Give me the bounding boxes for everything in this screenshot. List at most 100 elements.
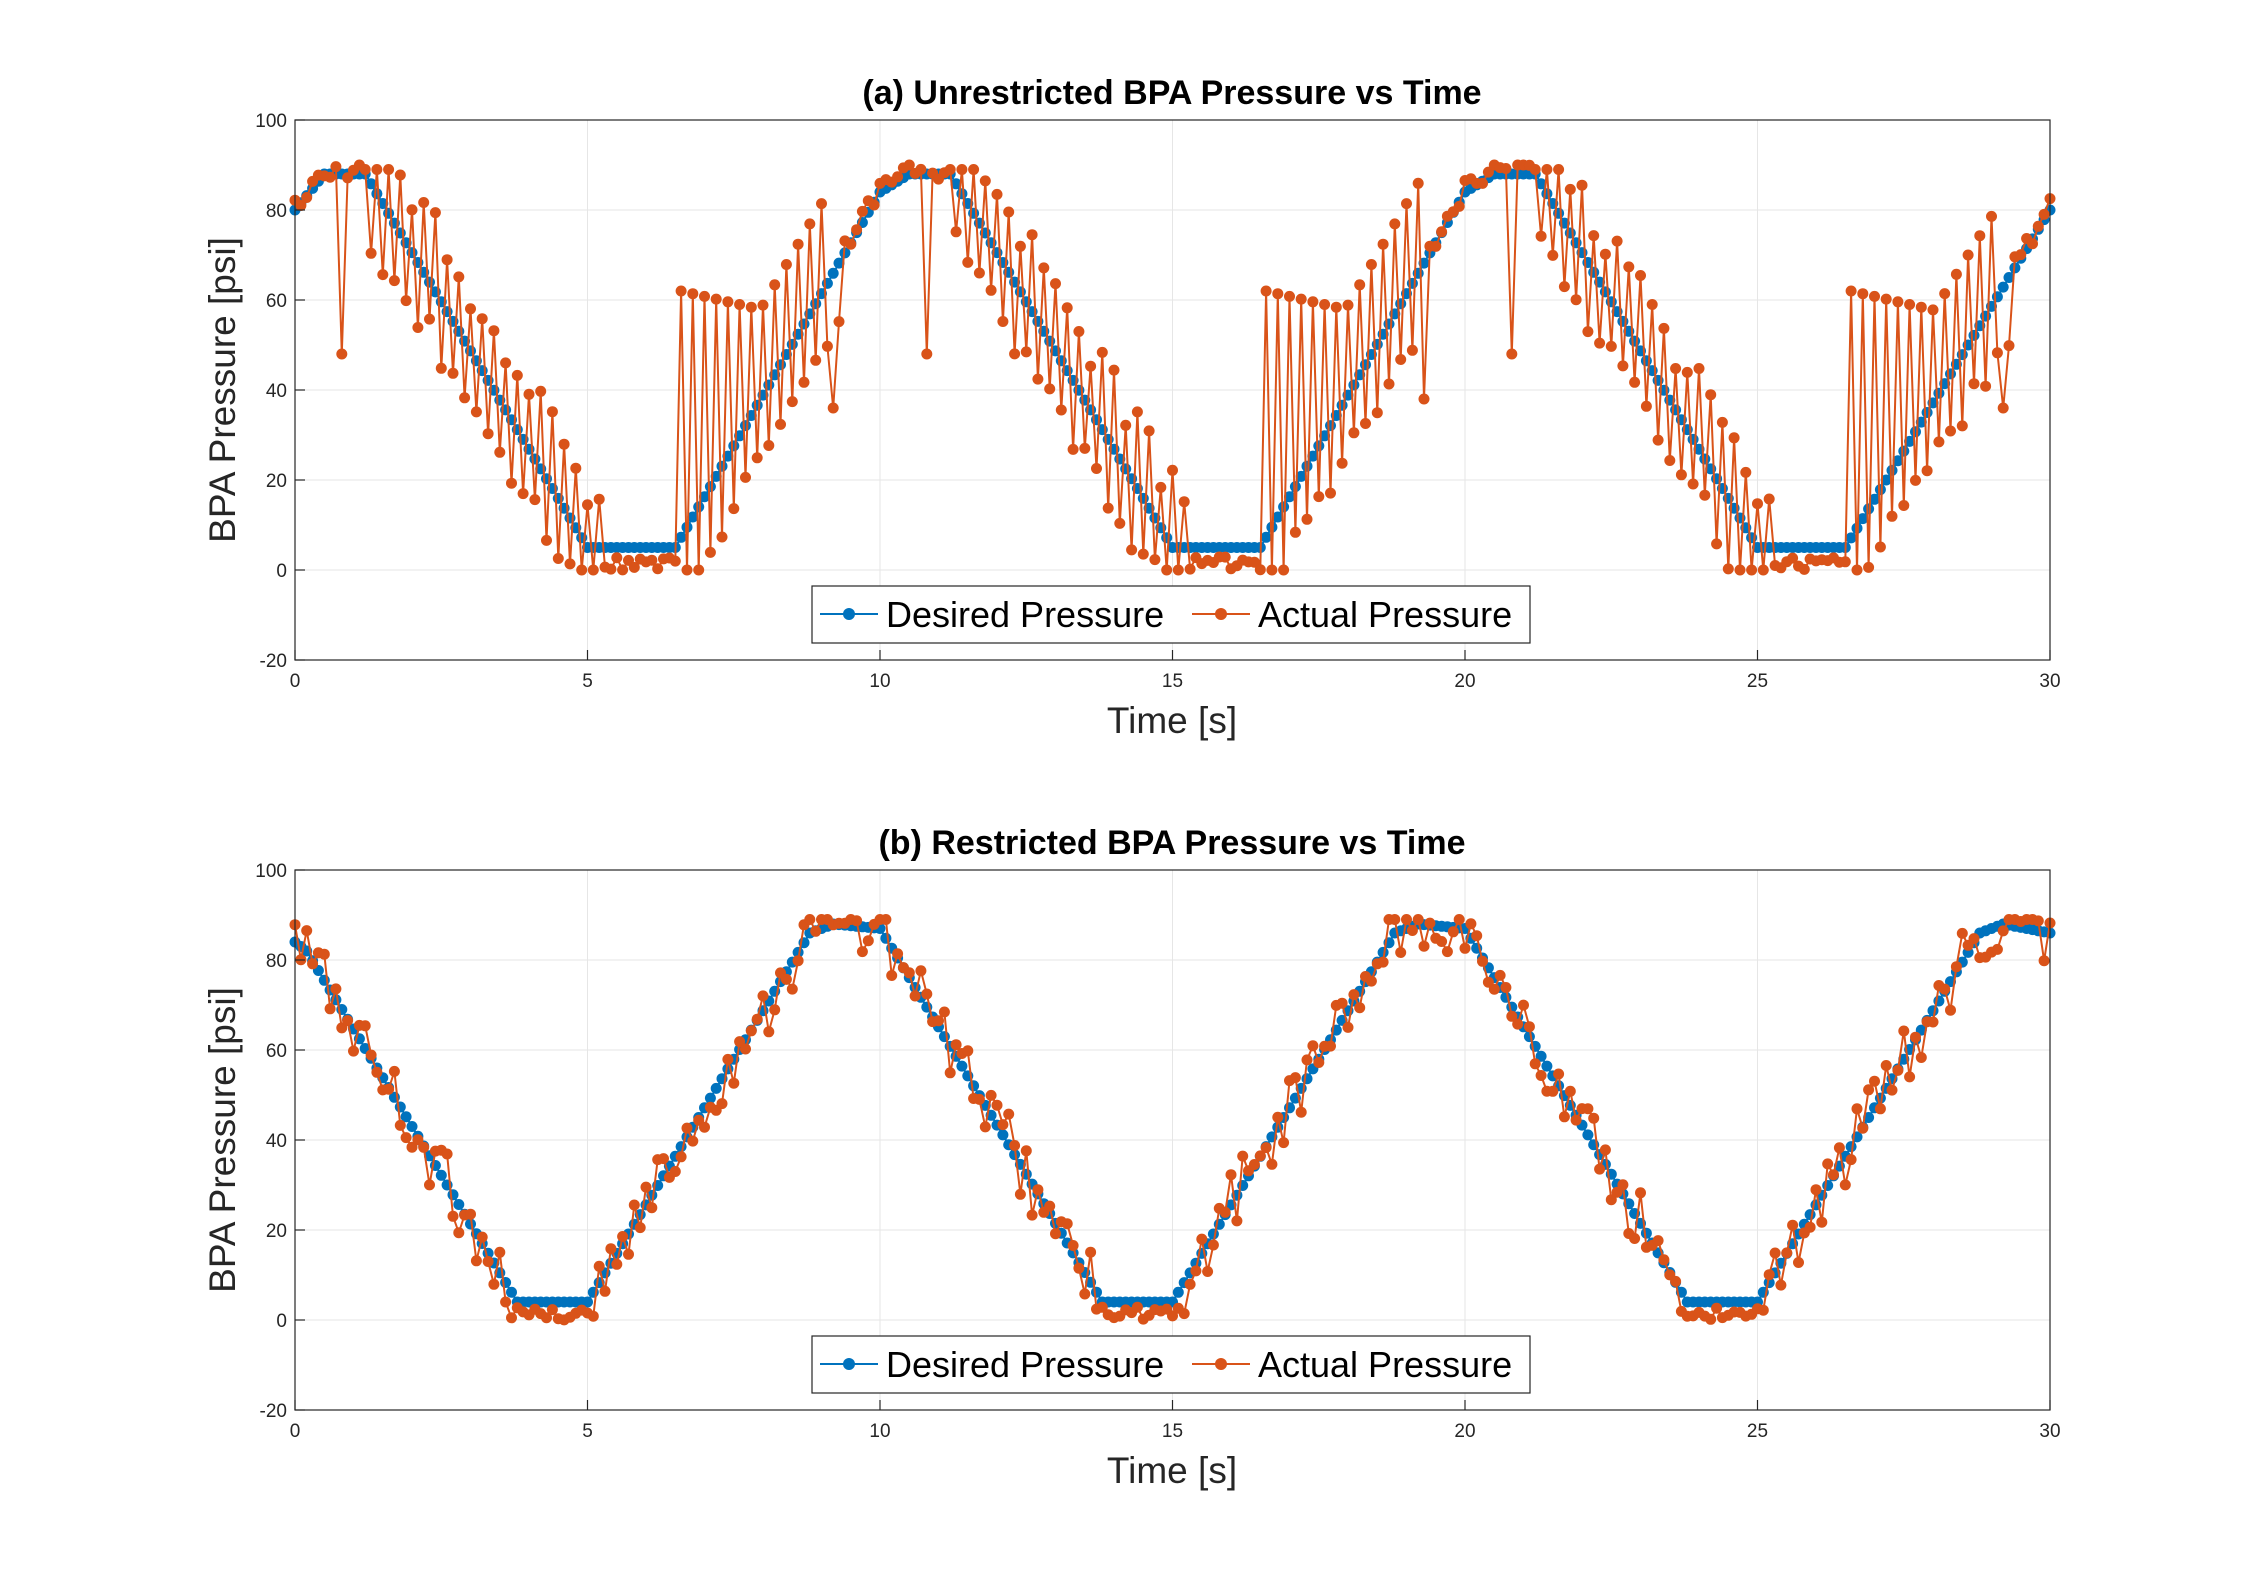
series-actual-pressure-point (1167, 1310, 1178, 1322)
series-desired-pressure-point (1307, 450, 1319, 462)
series-actual-pressure-point (973, 1093, 985, 1105)
series-actual-pressure-point (500, 1296, 512, 1308)
series-actual-pressure-point (1178, 496, 1190, 508)
series-actual-pressure-point (465, 303, 476, 315)
series-actual-pressure-point (494, 1246, 506, 1258)
series-desired-pressure-point (1629, 335, 1641, 347)
x-tick-label: 20 (1454, 1421, 1475, 1442)
series-actual-pressure-point (944, 1067, 956, 1079)
series-actual-pressure-point (1711, 1302, 1723, 1314)
series-actual-pressure-point (1155, 481, 1167, 493)
series-desired-pressure-point (1377, 946, 1389, 958)
x-tick-label: 10 (869, 671, 890, 692)
series-actual-pressure-point (658, 1153, 669, 1165)
series-actual-pressure-point (1336, 997, 1348, 1009)
series-actual-pressure-point (757, 990, 769, 1002)
y-tick-label: 80 (266, 951, 287, 972)
series-actual-pressure-point (1898, 1025, 1910, 1037)
legend-marker-actual (1215, 1358, 1227, 1370)
series-desired-pressure-point (1260, 531, 1272, 543)
series-actual-pressure-point (1617, 360, 1629, 372)
series-actual-pressure-point (324, 171, 336, 183)
series-actual-pressure-point (388, 275, 400, 287)
series-actual-pressure-point (1295, 293, 1307, 305)
series-desired-pressure-point (950, 178, 962, 190)
series-actual-pressure-point (687, 288, 699, 300)
series-actual-pressure-point (1939, 288, 1951, 300)
series-actual-pressure-point (552, 553, 564, 564)
legend-box (811, 1335, 1531, 1394)
x-tick-label: 5 (582, 1421, 593, 1442)
series-actual-pressure-point (1933, 436, 1945, 448)
series-actual-pressure-point (1272, 1111, 1284, 1123)
series-desired-pressure-point (1687, 433, 1699, 445)
series-actual-pressure-point (1512, 1018, 1524, 1030)
series-actual-pressure-point (1272, 288, 1284, 300)
series-actual-pressure-point (1529, 1058, 1541, 1070)
series-actual-pressure-point (1477, 955, 1488, 967)
series-actual-pressure-point (1728, 432, 1740, 444)
series-actual-pressure-point (1793, 1257, 1804, 1268)
series-actual-pressure-point (1763, 493, 1775, 505)
series-desired-pressure-point (1869, 493, 1880, 505)
series-actual-pressure-point (301, 925, 313, 937)
series-actual-pressure-point (1418, 940, 1430, 952)
series-desired-pressure-point (1319, 430, 1331, 442)
series-actual-pressure-point (412, 322, 424, 333)
series-actual-pressure-point (628, 1199, 640, 1211)
series-actual-pressure-point (1734, 564, 1746, 576)
series-actual-pressure-point (1412, 914, 1424, 925)
series-actual-pressure-point (1594, 1163, 1606, 1175)
series-actual-pressure-point (728, 1077, 740, 1089)
series-actual-pressure-point (506, 1312, 517, 1324)
series-actual-pressure-point (394, 1119, 406, 1131)
series-actual-pressure-point (1705, 1313, 1717, 1325)
series-actual-pressure-point (1406, 344, 1418, 356)
series-actual-pressure-point (336, 348, 348, 360)
series-desired-pressure-point (1137, 492, 1149, 504)
series-actual-pressure-point (1395, 354, 1407, 365)
series-actual-pressure-point (1342, 299, 1354, 311)
series-actual-pressure-point (1477, 177, 1488, 189)
series-actual-pressure-point (435, 362, 447, 374)
series-actual-pressure-point (482, 428, 494, 440)
series-actual-pressure-point (710, 293, 722, 305)
series-actual-pressure-point (1535, 230, 1547, 242)
series-actual-pressure-point (745, 1025, 757, 1037)
series-actual-pressure-point (985, 284, 997, 296)
legend: Desired Pressure Actual Pressure (811, 585, 1531, 644)
series-actual-pressure-point (1301, 513, 1313, 525)
series-actual-pressure-point (307, 958, 319, 970)
series-actual-pressure-point (1190, 1265, 1202, 1277)
series-actual-pressure-point (1956, 420, 1968, 432)
series-actual-pressure-point (1757, 1304, 1769, 1316)
series-actual-pressure-point (488, 1278, 500, 1290)
series-actual-pressure-point (1389, 218, 1401, 230)
series-actual-pressure-point (1096, 1301, 1108, 1313)
series-actual-pressure-point (1523, 1021, 1535, 1033)
y-tick-label: 60 (266, 1041, 287, 1062)
series-actual-pressure-point (816, 198, 827, 210)
series-desired-pressure-point (1278, 501, 1290, 513)
series-actual-pressure-point (599, 1285, 611, 1297)
series-actual-pressure-point (1541, 164, 1553, 175)
series-actual-pressure-point (558, 438, 570, 450)
series-actual-pressure-point (892, 171, 904, 183)
series-desired-pressure-point (1845, 532, 1857, 544)
series-actual-pressure-point (740, 1043, 751, 1055)
series-actual-pressure-point (1635, 1187, 1646, 1199)
series-actual-pressure-point (1968, 933, 1980, 945)
x-tick-label: 5 (582, 671, 593, 692)
legend-label-desired: Desired Pressure (886, 1344, 1164, 1385)
series-actual-pressure-point (1921, 465, 1933, 477)
series-actual-pressure-point (804, 218, 816, 230)
series-actual-pressure-point (1675, 469, 1687, 481)
series-actual-pressure-point (1898, 500, 1910, 511)
series-actual-pressure-point (1594, 337, 1606, 349)
series-actual-pressure-point (950, 226, 962, 238)
series-actual-pressure-point (494, 446, 506, 458)
series-actual-pressure-point (1529, 164, 1541, 175)
series-actual-pressure-point (541, 534, 552, 546)
